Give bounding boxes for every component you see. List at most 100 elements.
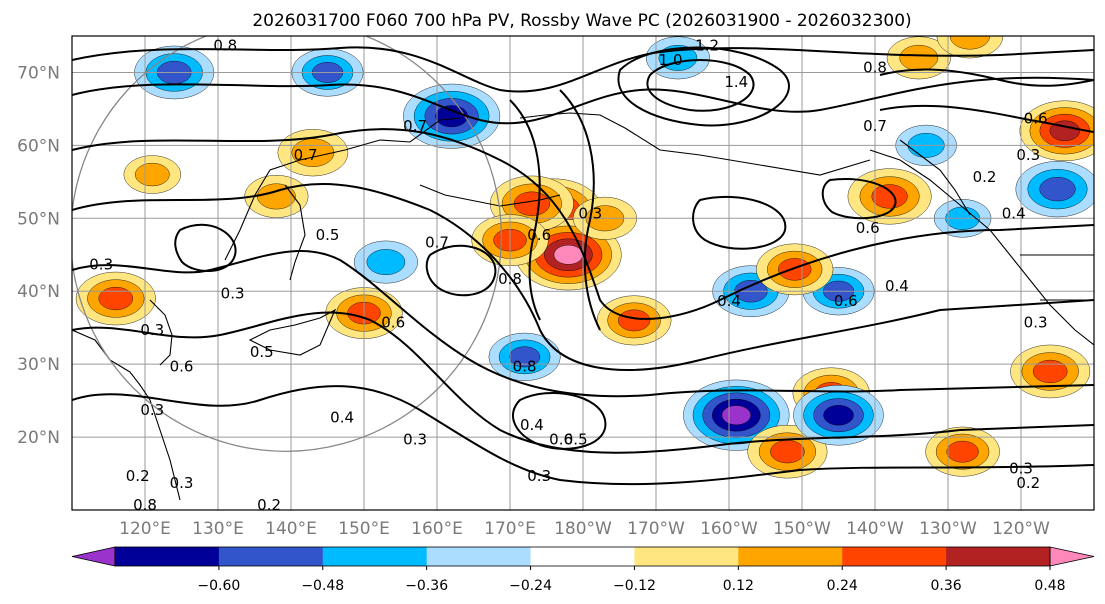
contour-label: 0.8 [863,58,887,76]
pv-anomaly-patch [618,309,651,332]
latitude-axis: 70°N 60°N 50°N 40°N 30°N 20°N [17,63,60,448]
contour-label: 0.3 [1009,460,1033,478]
contour-label: 1.4 [724,73,748,91]
colorbar-segment [634,547,739,566]
contour-label: 0.6 [856,219,880,237]
contour-label: 0.8 [513,357,537,375]
longitude-tick-label: 160°E [411,519,463,539]
longitude-tick-label: 120°E [119,519,171,539]
pv-anomaly-patch [949,36,990,50]
region-circle [72,36,502,452]
colorbar-tick-labels: −0.60 −0.48 −0.36 −0.24 −0.12 0.12 0.24 0.36 0.4… [197,566,1066,594]
contour-label: 0.3 [1024,314,1048,332]
contour-label: 0.3 [527,467,551,485]
pv-anomaly-patch [509,346,541,368]
pv-anomaly-patch [435,105,468,128]
contour-label: 0.2 [973,168,997,186]
pv-anomaly-patch [946,440,979,463]
longitude-tick-label: 170°E [484,519,536,539]
colorbar-tick-label: 0.24 [827,578,858,594]
latitude-tick-label: 50°N [17,209,60,229]
latitude-tick-label: 60°N [17,136,60,156]
contour-label: 0.4 [520,416,544,434]
longitude-tick-label: 170°W [627,519,685,539]
colorbar [71,546,1095,567]
chart-title: 2026031700 F060 700 hPa PV, Rossby Wave … [252,11,911,31]
contour-label: 0.2 [1016,474,1040,492]
map-frame [71,35,1095,511]
colorbar-segment [115,547,220,566]
contour-label: 0.3 [403,430,427,448]
pv-anomaly-patch [778,258,812,281]
pv-anomaly-patch [134,162,170,187]
pv-anomaly-patch [98,286,134,311]
colorbar-tick-label: −0.12 [613,578,656,594]
pv-anomaly-patch [823,405,854,426]
contour-label: 0.3 [1016,146,1040,164]
colorbar-segment [842,547,947,566]
colorbar-segment [738,547,843,566]
longitude-tick-label: 140°W [846,519,904,539]
colorbar-extend-min [71,546,116,567]
longitude-tick-label: 150°W [773,519,831,539]
contour-label: 0.6 [1024,110,1048,128]
contour-label: 0.3 [140,321,164,339]
contour-label: 0.7 [403,117,427,135]
contour-label: 0.3 [170,474,194,492]
pv-anomaly-patch [770,440,805,464]
colorbar-frame [114,546,1051,567]
colorbar-segment [426,547,532,566]
latitude-tick-label: 70°N [17,63,60,83]
latitude-tick-label: 40°N [17,282,60,302]
colorbar-tick-label: −0.60 [197,578,240,594]
colorbar-tick-label: 0.36 [931,578,962,594]
colorbar-tick-label: −0.48 [301,578,344,594]
longitude-tick-label: 140°E [265,519,317,539]
longitude-tick-label: 130°W [919,519,977,539]
contour-label: 0.5 [316,226,340,244]
pv-contours [72,46,1094,486]
contour-label: 0.6 [527,226,551,244]
contour-label: 0.8 [498,270,522,288]
contour-label: 0.4 [885,277,909,295]
contour-label: 0.5 [250,343,274,361]
longitude-tick-label: 150°E [338,519,390,539]
contour-label: 0.6 [549,430,573,448]
contour-label: 0.7 [863,117,887,135]
colorbar-segment [946,547,1051,566]
contour-label: 0.3 [578,204,602,222]
map-panel: 0.81.01.21.40.80.70.70.7 0.60.30.20.40.60… [71,35,1095,514]
contour-label: 1.0 [659,51,683,69]
colorbar-tick-label: −0.36 [405,578,448,594]
longitude-tick-label: 160°W [700,519,758,539]
pv-anomaly-patch [871,184,908,209]
pv-anomaly-patch [899,44,939,71]
contour-label: 0.2 [126,467,150,485]
pv-anomaly-patch [513,191,550,216]
colorbar-segment [218,547,324,566]
contour-label: 0.4 [1002,204,1026,222]
pv-anomaly-patch [721,405,751,426]
coastlines [72,112,1094,501]
latitude-tick-label: 30°N [17,355,60,375]
contour-label: 0.5 [564,430,588,448]
pv-anomaly-patch [553,244,584,265]
colorbar-segment [322,547,428,566]
longitude-tick-label: 180°W [554,519,612,539]
contour-label: 0.6 [381,314,405,332]
contour-label: 0.6 [834,292,858,310]
contour-label: 0.7 [425,233,449,251]
contour-label: 0.3 [89,255,113,273]
colorbar-segment [530,547,635,566]
colorbar-tick-label: −0.24 [509,578,552,594]
contour-label: 0.7 [294,146,318,164]
longitude-tick-label: 120°W [992,519,1050,539]
colorbar-extend-max [1049,546,1095,567]
latitude-tick-label: 20°N [17,428,60,448]
contour-label: 0.3 [140,401,164,419]
contour-label: 0.8 [133,496,157,514]
pv-anomaly-patch [1039,177,1076,202]
contour-label: 0.6 [170,357,194,375]
longitude-tick-label: 130°E [192,519,244,539]
